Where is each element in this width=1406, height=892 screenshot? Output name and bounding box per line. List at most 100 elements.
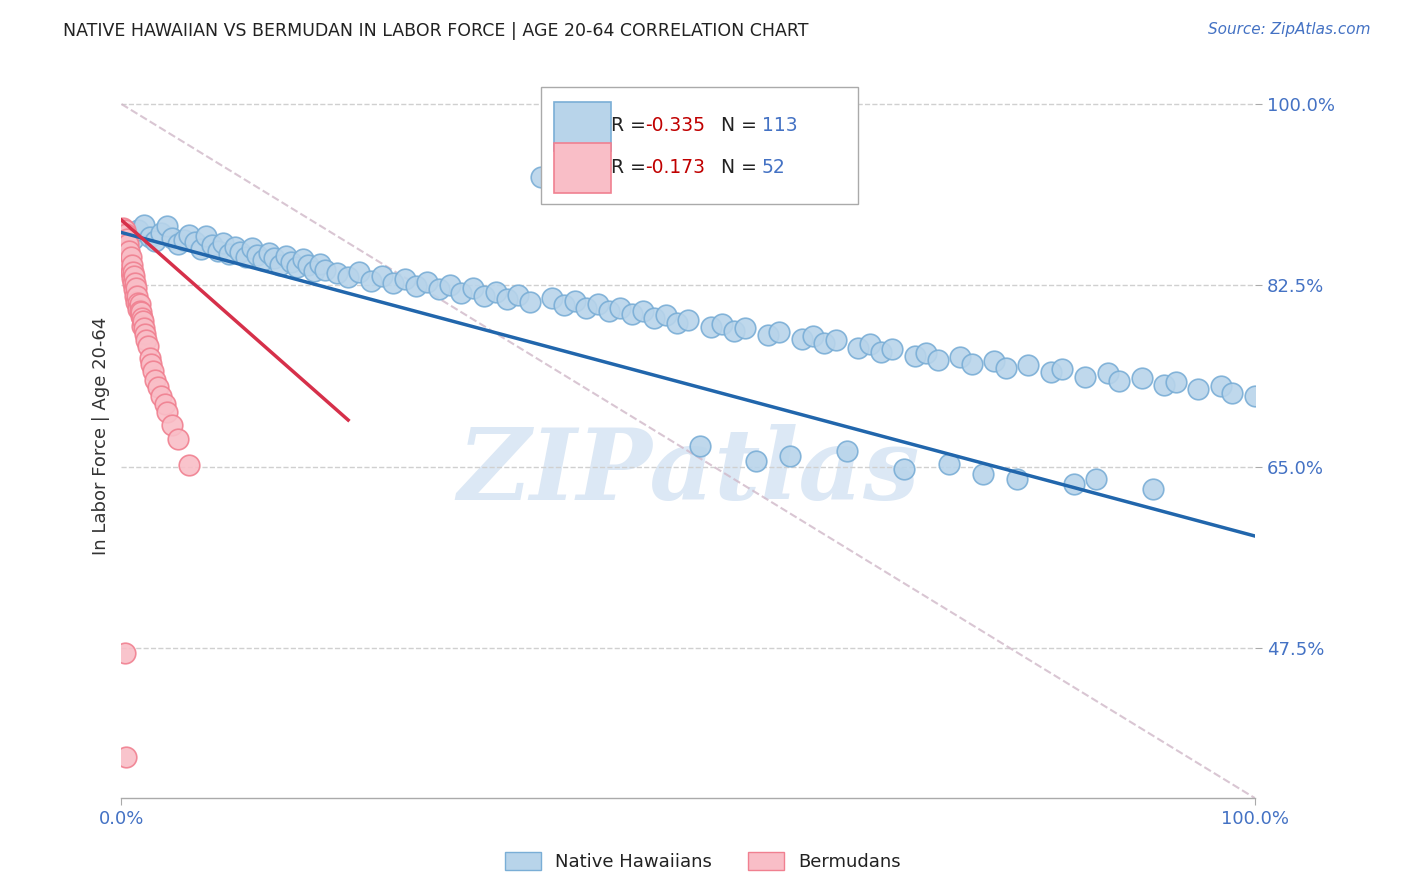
Point <box>700 319 723 334</box>
Point <box>127 296 149 310</box>
Point <box>382 277 405 291</box>
Text: NATIVE HAWAIIAN VS BERMUDAN IN LABOR FORCE | AGE 20-64 CORRELATION CHART: NATIVE HAWAIIAN VS BERMUDAN IN LABOR FOR… <box>63 22 808 40</box>
Point <box>530 169 553 184</box>
Point <box>1017 358 1039 372</box>
Point <box>146 380 169 394</box>
Point <box>416 275 439 289</box>
Point <box>132 219 155 233</box>
Point <box>779 450 801 464</box>
Point <box>117 251 139 265</box>
Point <box>285 260 308 274</box>
Point <box>252 253 274 268</box>
Point <box>858 337 880 351</box>
Point <box>142 364 165 378</box>
Point <box>184 235 207 249</box>
Point <box>114 236 136 251</box>
Point <box>139 351 162 365</box>
Text: -0.335: -0.335 <box>645 117 706 136</box>
Text: 52: 52 <box>762 158 786 177</box>
Point <box>124 289 146 303</box>
Point <box>118 244 141 259</box>
Point <box>450 285 472 300</box>
Point <box>120 265 142 279</box>
Point <box>124 277 146 291</box>
Point <box>723 324 745 338</box>
Point <box>575 301 598 315</box>
Point <box>150 226 173 240</box>
Point <box>125 294 148 309</box>
Point <box>139 229 162 244</box>
Point <box>994 361 1017 376</box>
Text: N =: N = <box>709 158 762 177</box>
Point <box>274 249 297 263</box>
Point <box>131 311 153 326</box>
Point <box>308 257 330 271</box>
Point <box>337 270 360 285</box>
Point <box>122 283 145 297</box>
Point <box>893 461 915 475</box>
Point <box>132 313 155 327</box>
Point <box>131 318 153 333</box>
Point <box>745 454 768 468</box>
Point <box>1187 382 1209 396</box>
Point <box>167 432 190 446</box>
Point <box>631 304 654 318</box>
Point <box>139 357 162 371</box>
Point <box>541 291 564 305</box>
Point <box>1005 472 1028 486</box>
Text: -0.173: -0.173 <box>645 158 706 177</box>
Text: Source: ZipAtlas.com: Source: ZipAtlas.com <box>1208 22 1371 37</box>
Point <box>870 344 893 359</box>
Point <box>246 248 269 262</box>
Point <box>882 342 904 356</box>
Point <box>949 350 972 364</box>
Point <box>136 339 159 353</box>
Point <box>269 258 291 272</box>
Point <box>118 258 141 272</box>
Point <box>1085 472 1108 486</box>
Point <box>115 244 138 259</box>
Point <box>240 241 263 255</box>
Point <box>115 240 138 254</box>
Point <box>263 252 285 266</box>
Point <box>643 311 665 326</box>
Point <box>190 242 212 256</box>
Legend: Native Hawaiians, Bermudans: Native Hawaiians, Bermudans <box>498 845 908 879</box>
Point <box>291 252 314 267</box>
Point <box>121 277 143 291</box>
Point <box>257 246 280 260</box>
Point <box>134 326 156 341</box>
Point <box>115 227 138 241</box>
Point <box>676 312 699 326</box>
Point <box>218 247 240 261</box>
Point <box>121 265 143 279</box>
Point <box>167 236 190 251</box>
Point <box>983 354 1005 368</box>
Point <box>173 233 195 247</box>
Point <box>394 272 416 286</box>
Point <box>129 310 152 324</box>
Text: N =: N = <box>709 117 762 136</box>
Point <box>1209 379 1232 393</box>
Text: 113: 113 <box>762 117 797 136</box>
Point <box>1039 365 1062 379</box>
Point <box>904 349 927 363</box>
Point <box>297 258 319 272</box>
Point <box>564 293 586 308</box>
Point <box>405 279 427 293</box>
Point <box>1244 389 1267 403</box>
Point <box>927 353 949 368</box>
Text: R =: R = <box>612 117 652 136</box>
Point <box>519 294 541 309</box>
Point <box>120 251 142 265</box>
Point <box>790 332 813 346</box>
Point <box>302 264 325 278</box>
Point <box>127 302 149 317</box>
Point <box>495 292 517 306</box>
FancyBboxPatch shape <box>541 87 858 203</box>
Point <box>960 357 983 371</box>
Point <box>1063 477 1085 491</box>
Point <box>195 228 218 243</box>
Point <box>1153 377 1175 392</box>
Point <box>145 234 167 248</box>
